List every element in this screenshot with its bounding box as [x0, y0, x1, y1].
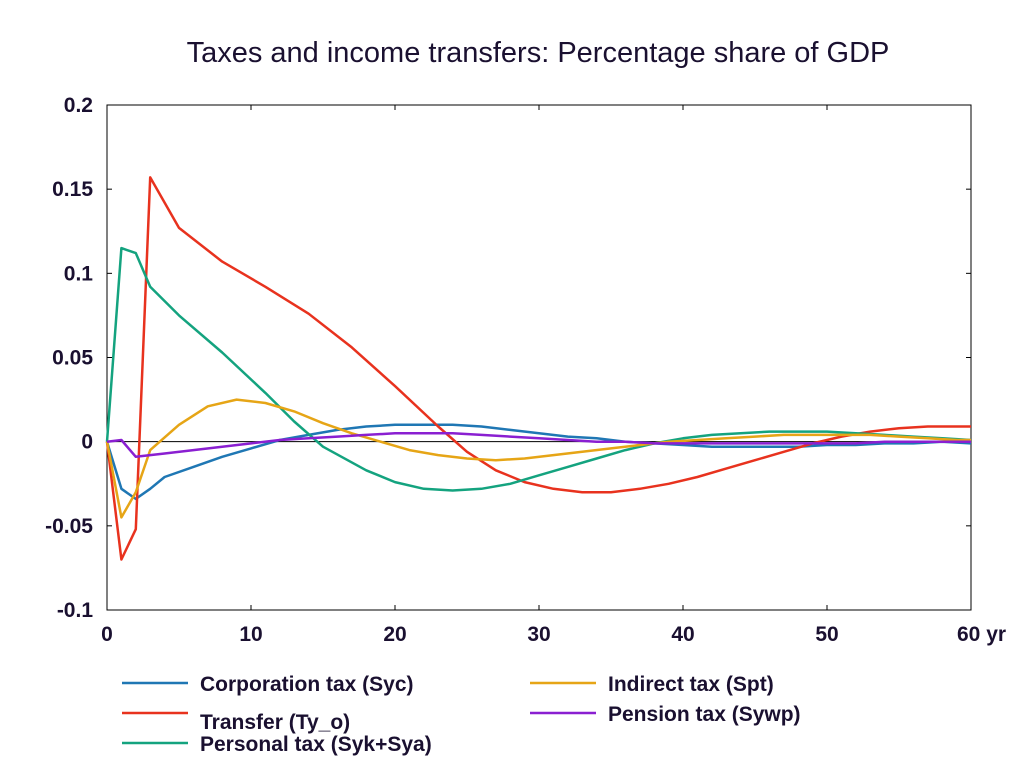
x-tick-label: 30: [527, 623, 550, 646]
series-line-1: [105, 176, 971, 561]
series-line-2: [105, 246, 972, 492]
series-line-0: [105, 423, 972, 501]
y-tick-label: 0.05: [52, 347, 93, 370]
y-tick-label: 0: [81, 431, 93, 454]
y-tick-label: 0.1: [64, 262, 94, 285]
legend: Corporation tax (Syc) Transfer (Ty_o)Pers…: [122, 673, 801, 756]
legend-label-3: Indirect tax (Spt): [608, 673, 774, 696]
legend-label-0: Corporation tax (Syc): [200, 673, 414, 696]
series-line-3: [105, 398, 971, 519]
legend-label-1: Transfer (Ty_o): [200, 711, 350, 734]
y-axis: 0.2 0.15 0.1 0.05 0 -0.05 -0.1: [45, 94, 971, 622]
y-tick-label: 0.15: [52, 178, 93, 201]
series-line-4: [106, 432, 971, 459]
legend-label-2: Personal tax (Syk+Sya): [200, 733, 432, 756]
x-tick-label: 40: [671, 623, 694, 646]
x-tick-label: 20: [383, 623, 406, 646]
y-tick-label: -0.1: [57, 599, 94, 622]
legend-label-4: Pension tax (Sywp): [608, 703, 801, 726]
x-tick-label: 0: [101, 623, 113, 646]
x-tick-label: 10: [239, 623, 262, 646]
x-axis: 0 10 20 30 40 50 60 yr: [101, 105, 1006, 646]
chart-title: Taxes and income transfers: Percentage s…: [187, 37, 890, 69]
y-tick-label: -0.05: [45, 515, 93, 538]
x-tick-label: 60 yr: [957, 623, 1006, 646]
y-tick-label: 0.2: [64, 94, 93, 117]
series-lines: [105, 176, 972, 561]
plot-frame: [106, 104, 972, 611]
x-tick-label: 50: [815, 623, 838, 646]
